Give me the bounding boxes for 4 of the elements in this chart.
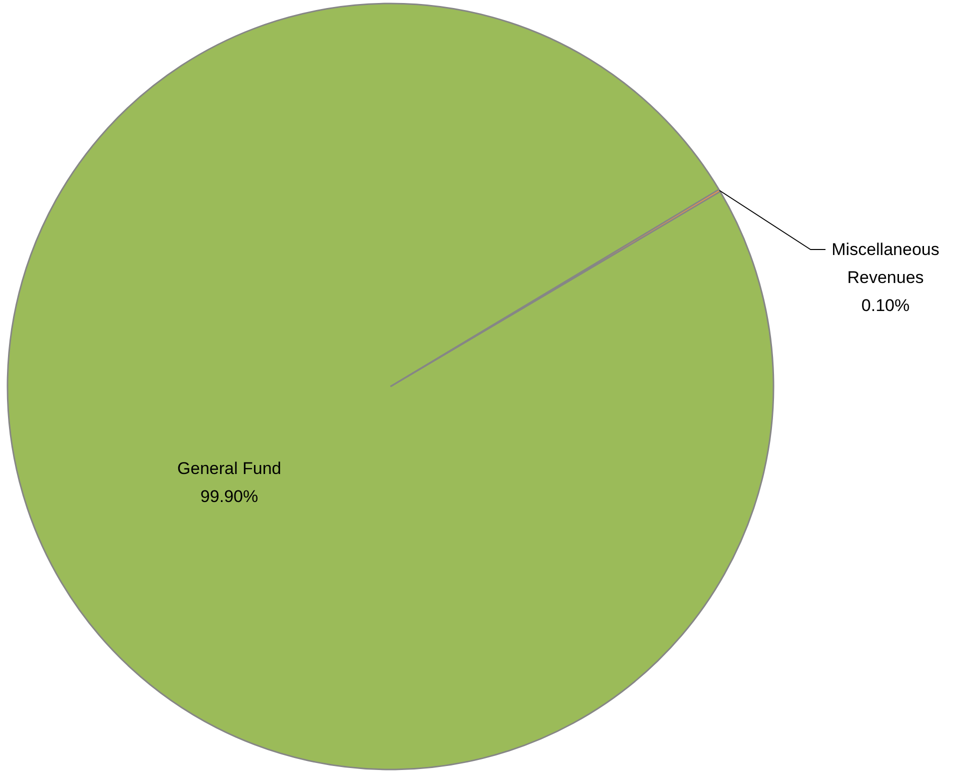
slice-label: General Fund bbox=[177, 459, 282, 478]
slice-label: Miscellaneous Revenues bbox=[832, 240, 940, 287]
data-label: 99.90% bbox=[200, 487, 258, 506]
data-label: 0.10% bbox=[861, 296, 910, 315]
